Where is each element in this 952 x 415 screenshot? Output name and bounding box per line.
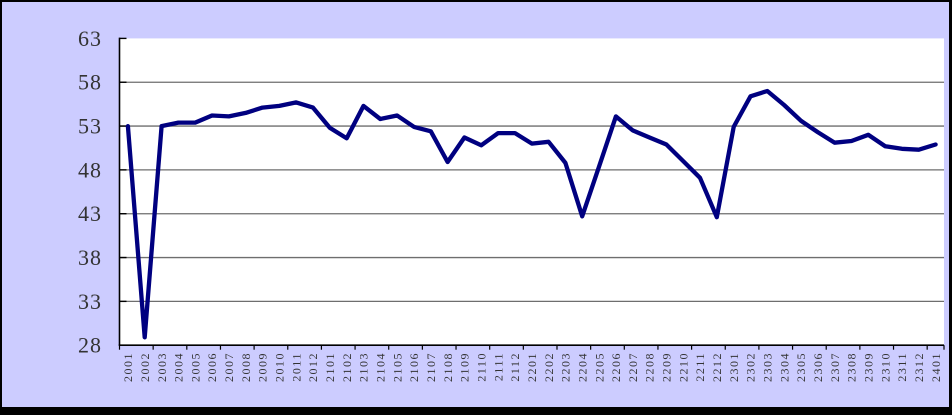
y-axis-label: 58 [78,70,102,95]
x-axis-label: 2305 [794,352,808,382]
x-axis-label: 2304 [777,352,791,382]
x-axis-label: 2106 [407,352,421,382]
x-axis-label: 2211 [693,352,707,382]
x-axis-label: 2006 [205,352,219,382]
x-axis-label: 2302 [744,352,758,382]
bottom-border-bar [2,407,949,415]
x-axis-label: 2005 [188,352,202,382]
x-axis-label: 2309 [861,352,875,382]
x-axis-label: 2306 [811,352,825,382]
x-axis-label: 2110 [474,352,488,382]
x-axis-label: 2104 [374,352,388,382]
x-axis-label: 2301 [727,352,741,382]
x-axis-label: 2203 [559,352,573,382]
x-axis-label: 2009 [256,352,270,382]
x-axis-label: 2401 [929,352,943,382]
x-axis-label: 2210 [676,352,690,382]
x-axis-label: 2101 [323,352,337,382]
y-axis-label: 38 [78,245,102,270]
plot-area [119,38,944,346]
x-axis-label: 2308 [845,352,859,382]
y-axis-label: 33 [78,289,102,314]
x-axis-label: 2310 [878,352,892,382]
x-axis-label: 2001 [121,352,135,382]
x-axis-label: 2008 [239,352,253,382]
x-axis-label: 2010 [273,352,287,382]
x-axis-label: 2204 [575,352,589,382]
x-axis-label: 2307 [828,352,842,382]
x-axis-label: 2102 [340,352,354,382]
x-axis-label: 2007 [222,352,236,382]
x-axis-label: 2205 [592,352,606,382]
y-axis-label: 28 [78,333,102,358]
x-axis-label: 2212 [710,352,724,382]
x-axis-label: 2209 [660,352,674,382]
x-axis-label: 2208 [643,352,657,382]
x-axis-label: 2003 [155,352,169,382]
pmi-line-chart: 28 33 38 43 48 53 58 63 2001 2002 2003 2004 2005 2006… [78,26,945,382]
y-axis-label: 53 [78,114,102,139]
x-axis-label: 2109 [458,352,472,382]
x-axis-label: 2111 [491,352,505,381]
y-axis-label: 48 [78,157,102,182]
x-axis-label: 2011 [289,352,303,382]
x-axis-label: 2206 [609,352,623,382]
data-series-line [125,88,938,340]
x-axis-label: 2202 [542,352,556,382]
x-axis-label: 2112 [508,352,522,382]
x-axis-label: 2207 [626,352,640,382]
x-axis-label: 2107 [424,352,438,382]
x-axis-label: 2311 [895,352,909,382]
x-axis-label: 2312 [912,352,926,382]
y-axis-label: 43 [78,201,102,226]
x-axis-label: 2002 [138,352,152,382]
x-axis-label: 2108 [441,352,455,382]
x-axis-label: 2303 [761,352,775,382]
x-axis-label: 2103 [357,352,371,382]
x-axis-label: 2201 [525,352,539,382]
x-axis-label: 2105 [390,352,404,382]
x-axis-label: 2012 [306,352,320,382]
y-axis-label: 63 [78,26,102,51]
x-axis-label: 2004 [172,352,186,382]
